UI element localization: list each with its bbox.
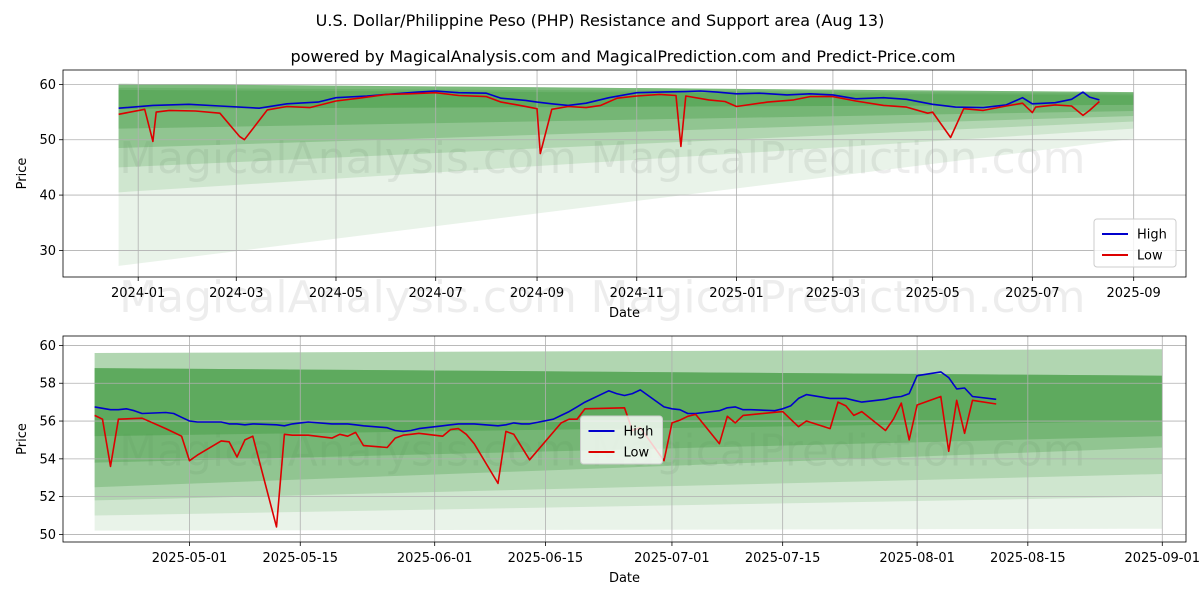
legend-label-high: High <box>1137 228 1167 243</box>
bottom-chart-panel: MagicalAnalysis.com MagicalPrediction.com… <box>15 335 1200 586</box>
series-line-high <box>118 90 1100 109</box>
x-tick-label: 2024-01 <box>111 286 165 301</box>
watermark-prediction: MagicalPrediction.com <box>591 425 1086 476</box>
x-tick-label: 2025-01 <box>709 286 763 301</box>
support-resistance-band-5 <box>118 89 1134 193</box>
y-tick-label: 50 <box>39 133 56 148</box>
x-tick-label: 2025-03 <box>806 286 860 301</box>
legend-label-low: Low <box>624 446 650 461</box>
x-tick-label: 2025-05 <box>905 286 959 301</box>
series-line-high <box>94 371 997 433</box>
top-chart-panel: MagicalAnalysis.com MagicalPrediction.com… <box>15 69 1187 323</box>
plot-area <box>63 70 1186 277</box>
x-tick-label: 2024-09 <box>510 286 564 301</box>
x-tick-label: 2025-05-01 <box>152 551 228 566</box>
legend-box <box>580 415 663 465</box>
legend-label-low: Low <box>1137 249 1163 264</box>
chart-title: U.S. Dollar/Philippine Peso (PHP) Resist… <box>316 11 885 30</box>
x-tick-label: 2024-11 <box>610 286 664 301</box>
x-tick-label: 2025-09 <box>1107 286 1161 301</box>
x-tick-label: 2025-07-01 <box>634 551 710 566</box>
y-tick-label: 30 <box>39 244 56 259</box>
chart-subtitle: powered by MagicalAnalysis.com and Magic… <box>290 47 955 66</box>
x-tick-label: 2025-06-15 <box>508 551 584 566</box>
y-tick-label: 50 <box>39 528 56 543</box>
support-resistance-band-4 <box>118 89 1134 168</box>
x-tick-label: 2025-08-15 <box>990 551 1066 566</box>
legend: High Low <box>580 415 663 465</box>
x-tick-label: 2024-07 <box>409 286 463 301</box>
x-tick-label: 2025-07 <box>1005 286 1059 301</box>
watermark-prediction: MagicalPrediction.com <box>591 272 1086 323</box>
watermark-analysis: MagicalAnalysis.com <box>119 272 577 323</box>
y-tick-label: 60 <box>39 78 56 93</box>
x-tick-label: 2025-05-15 <box>262 551 338 566</box>
y-tick-label: 40 <box>39 189 56 204</box>
x-tick-label: 2025-09-01 <box>1124 551 1200 566</box>
y-tick-label: 54 <box>39 452 56 467</box>
y-tick-label: 52 <box>39 490 56 505</box>
y-tick-label: 56 <box>39 415 56 430</box>
x-axis-label: Date <box>609 306 640 321</box>
support-resistance-band-1 <box>118 83 1134 109</box>
x-tick-label: 2025-07-15 <box>745 551 821 566</box>
series-line-low <box>118 91 1100 155</box>
support-resistance-band-1 <box>94 368 1163 437</box>
support-resistance-band-6 <box>118 89 1134 266</box>
x-tick-label: 2024-03 <box>209 286 263 301</box>
plot-frame <box>62 335 1187 543</box>
x-axis-label: Date <box>609 571 640 586</box>
x-tick-label: 2025-08-01 <box>879 551 955 566</box>
x-tick-label: 2024-05 <box>309 286 363 301</box>
watermark-prediction: MagicalPrediction.com <box>591 133 1086 184</box>
y-tick-label: 60 <box>39 339 56 354</box>
legend-label-high: High <box>624 425 654 440</box>
legend: High Low <box>1093 218 1177 268</box>
series-line-low <box>94 395 997 528</box>
y-axis-label: Price <box>15 423 30 455</box>
legend-box <box>1093 218 1177 268</box>
x-tick-label: 2025-06-01 <box>397 551 473 566</box>
plot-frame <box>62 69 1187 278</box>
y-tick-label: 58 <box>39 377 56 392</box>
watermark-analysis: MagicalAnalysis.com <box>119 133 577 184</box>
y-axis-label: Price <box>15 158 30 190</box>
